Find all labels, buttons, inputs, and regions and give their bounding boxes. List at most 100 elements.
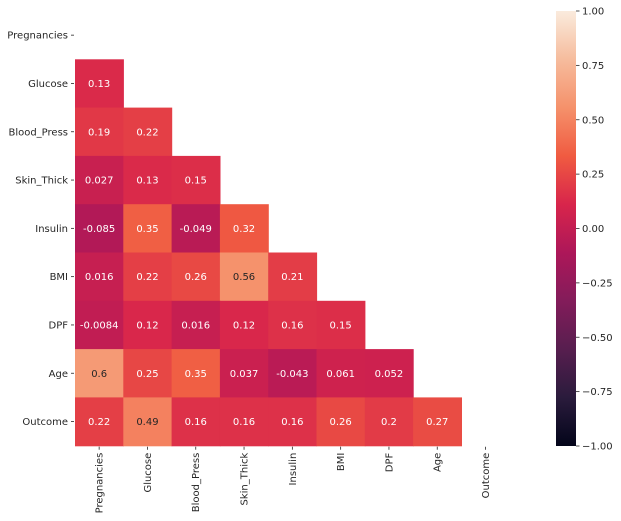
cell-label-age-skin-thick: 0.037 — [230, 369, 259, 380]
cell-label-dpf-skin-thick: 0.12 — [233, 320, 255, 331]
y-tick-label-dpf: DPF — [49, 320, 69, 331]
colorbar-gradient — [556, 11, 576, 446]
heatmap-cells — [75, 59, 462, 447]
cell-dpf-blood-press — [171, 300, 221, 350]
cell-label-bmi-pregnancies: 0.016 — [85, 272, 114, 283]
cell-outcome-blood-press — [171, 397, 221, 447]
cell-label-outcome-age: 0.27 — [426, 417, 448, 428]
cell-label-insulin-skin-thick: 0.32 — [233, 224, 255, 235]
colorbar-tick-label-4: 0.00 — [582, 224, 604, 235]
cell-outcome-insulin — [268, 397, 318, 447]
cell-label-dpf-bmi: 0.15 — [330, 320, 352, 331]
cell-outcome-skin-thick — [219, 397, 269, 447]
x-tick-label-glucose: Glucose — [143, 453, 154, 493]
cell-dpf-glucose — [123, 300, 173, 350]
cell-bmi-pregnancies — [75, 252, 124, 302]
y-axis: Pregnancies Glucose Blood_Press Skin_Thick I… — [7, 31, 74, 428]
x-tick-label-outcome: Outcome — [481, 453, 492, 499]
cell-label-bmi-glucose: 0.22 — [136, 272, 158, 283]
cell-skin-thick-glucose — [123, 155, 173, 205]
colorbar-tick-label-6: 0.50 — [582, 115, 604, 126]
y-tick-label-pregnancies: Pregnancies — [7, 31, 68, 42]
x-tick-label-age: Age — [433, 453, 444, 472]
x-tick-label-bmi: BMI — [336, 453, 347, 471]
y-tick-label-blood-press: Blood_Press — [8, 127, 68, 138]
cell-insulin-pregnancies — [75, 204, 124, 254]
cell-outcome-glucose — [123, 397, 173, 447]
cell-label-outcome-skin-thick: 0.16 — [233, 417, 255, 428]
cell-label-outcome-glucose: 0.49 — [136, 417, 158, 428]
cell-label-glucose-pregnancies: 0.13 — [88, 79, 110, 90]
cell-label-skin-thick-pregnancies: 0.027 — [85, 176, 114, 187]
cell-bmi-skin-thick — [219, 252, 269, 302]
cell-label-outcome-insulin: 0.16 — [281, 417, 303, 428]
cell-outcome-bmi — [316, 397, 366, 447]
cell-insulin-blood-press — [171, 204, 221, 254]
cell-label-insulin-pregnancies: -0.085 — [83, 224, 115, 235]
cell-dpf-skin-thick — [219, 300, 269, 350]
cell-label-bmi-insulin: 0.21 — [281, 272, 303, 283]
x-tick-label-insulin: Insulin — [288, 453, 299, 486]
cell-label-age-bmi: 0.061 — [326, 369, 355, 380]
colorbar-tick-label-1: −0.75 — [582, 387, 613, 398]
cell-blood-press-pregnancies — [75, 107, 124, 157]
cell-label-insulin-glucose: 0.35 — [136, 224, 158, 235]
cell-label-outcome-dpf: 0.2 — [381, 417, 397, 428]
colorbar-tick-label-5: 0.25 — [582, 170, 604, 181]
cell-label-age-pregnancies: 0.6 — [91, 369, 107, 380]
cell-label-dpf-pregnancies: -0.0084 — [80, 320, 119, 331]
cell-label-age-glucose: 0.25 — [136, 369, 158, 380]
cell-label-age-dpf: 0.052 — [375, 369, 404, 380]
cell-label-outcome-pregnancies: 0.22 — [88, 417, 110, 428]
cell-label-dpf-blood-press: 0.016 — [181, 320, 210, 331]
cell-label-dpf-insulin: 0.16 — [281, 320, 303, 331]
cell-skin-thick-blood-press — [171, 155, 221, 205]
cell-label-skin-thick-glucose: 0.13 — [136, 176, 158, 187]
cell-outcome-age — [413, 397, 462, 447]
cell-label-skin-thick-blood-press: 0.15 — [185, 176, 207, 187]
cell-age-blood-press — [171, 349, 221, 398]
colorbar-axis: −1.00 −0.75 −0.50 −0.25 0.00 0.25 0.50 0.75 1.00 — [576, 7, 613, 453]
cell-bmi-blood-press — [171, 252, 221, 302]
y-tick-label-skin-thick: Skin_Thick — [15, 176, 68, 187]
y-tick-label-insulin: Insulin — [35, 224, 68, 235]
y-tick-label-age: Age — [49, 369, 68, 380]
x-tick-label-dpf: DPF — [384, 452, 395, 472]
x-axis: Pregnancies Glucose Blood_Press Skin_Thick I… — [95, 446, 492, 514]
colorbar-tick-label-2: −0.50 — [582, 333, 613, 344]
cell-label-age-blood-press: 0.35 — [185, 369, 207, 380]
cell-label-blood-press-pregnancies: 0.19 — [88, 127, 110, 138]
x-tick-label-blood-press: Blood_Press — [191, 453, 202, 513]
y-tick-label-glucose: Glucose — [28, 79, 68, 90]
cell-insulin-glucose — [123, 204, 173, 254]
cell-age-insulin — [268, 349, 318, 398]
cell-dpf-insulin — [268, 300, 318, 350]
cell-age-pregnancies — [75, 349, 124, 398]
cell-bmi-glucose — [123, 252, 173, 302]
cell-label-bmi-skin-thick: 0.56 — [233, 272, 255, 283]
cell-blood-press-glucose — [123, 107, 173, 157]
cell-age-glucose — [123, 349, 173, 398]
x-tick-label-pregnancies: Pregnancies — [95, 453, 106, 514]
colorbar-tick-label-7: 0.75 — [582, 61, 604, 72]
cell-dpf-bmi — [316, 300, 366, 350]
colorbar-tick-label-8: 1.00 — [582, 7, 604, 18]
cell-age-bmi — [316, 349, 366, 398]
colorbar: −1.00 −0.75 −0.50 −0.25 0.00 0.25 0.50 0.75 1.00 — [556, 7, 613, 453]
cell-outcome-pregnancies — [75, 397, 124, 447]
cell-age-skin-thick — [219, 349, 269, 398]
x-tick-label-skin-thick: Skin_Thick — [240, 453, 251, 506]
cell-dpf-pregnancies — [75, 300, 124, 350]
cell-outcome-dpf — [364, 397, 414, 447]
cell-insulin-skin-thick — [219, 204, 269, 254]
cell-label-insulin-blood-press: -0.049 — [180, 224, 212, 235]
cell-skin-thick-pregnancies — [75, 155, 124, 205]
cell-bmi-insulin — [268, 252, 318, 302]
cell-label-outcome-blood-press: 0.16 — [185, 417, 207, 428]
cell-label-age-insulin: -0.043 — [276, 369, 308, 380]
colorbar-tick-label-3: −0.25 — [582, 278, 613, 289]
y-tick-label-outcome: Outcome — [22, 417, 68, 428]
colorbar-tick-label-0: −1.00 — [582, 442, 613, 453]
cell-label-bmi-blood-press: 0.26 — [185, 272, 207, 283]
